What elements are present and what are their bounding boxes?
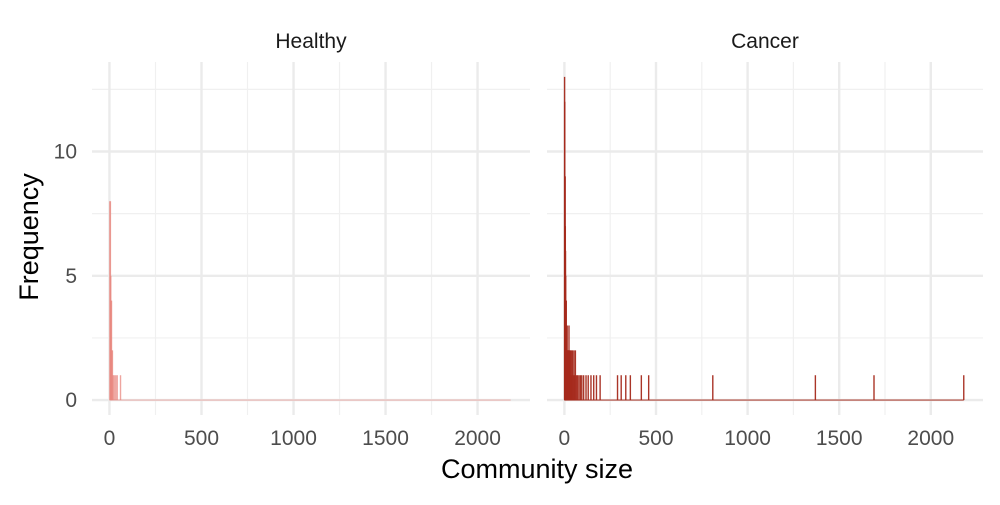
panel-strip-label: Cancer [731, 30, 799, 53]
panels-layer: Healthy 0 500 1000 1500 2000 Cancer 0 500 1000 150… [54, 30, 983, 450]
x-tick-label: 2000 [907, 427, 954, 450]
x-tick-label: 1500 [362, 427, 409, 450]
x-tick-label: 500 [638, 427, 673, 450]
panel-healthy: Healthy 0 500 1000 1500 2000 [92, 30, 530, 450]
y-tick-label: 10 [54, 140, 77, 163]
x-tick-label: 1000 [724, 427, 771, 450]
x-axis-title: Community size [441, 454, 633, 484]
x-tick-label: 2000 [454, 427, 501, 450]
x-tick-label: 0 [104, 427, 116, 450]
x-tick-label: 500 [184, 427, 219, 450]
x-tick-label: 1000 [270, 427, 317, 450]
x-tick-label: 0 [559, 427, 571, 450]
y-tick-label: 0 [65, 389, 77, 412]
panel-strip-label: Healthy [275, 30, 347, 53]
y-tick-label: 5 [65, 265, 77, 288]
panel-cancer: Cancer 0 500 1000 1500 2000 [547, 30, 983, 450]
x-tick-label: 1500 [816, 427, 863, 450]
y-axis-title: Frequency [14, 173, 44, 301]
